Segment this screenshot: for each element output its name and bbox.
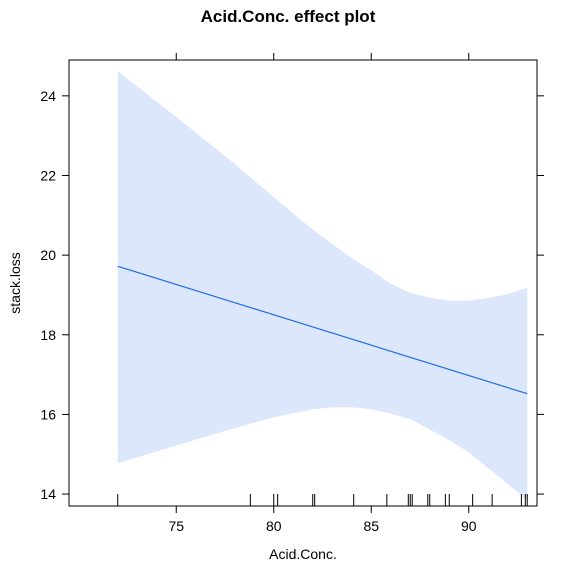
plot-panel-border xyxy=(68,59,538,507)
y-tick-label: 20 xyxy=(40,247,56,263)
x-tick-label: 80 xyxy=(266,518,282,534)
y-tick-label: 14 xyxy=(40,486,56,502)
confidence-band-layer xyxy=(117,71,528,501)
fit-line xyxy=(117,265,528,395)
y-tick-label: 22 xyxy=(40,167,56,183)
fit-line-layer xyxy=(117,265,528,395)
chart-title: Acid.Conc. effect plot xyxy=(201,7,376,26)
x-tick-label: 90 xyxy=(461,518,477,534)
rug-marks xyxy=(117,494,528,506)
x-tick-label: 75 xyxy=(168,518,184,534)
y-tick-label: 16 xyxy=(40,406,56,422)
y-axis: 14 16 18 20 22 24 xyxy=(40,88,544,502)
confidence-band xyxy=(117,71,528,501)
y-tick-label: 18 xyxy=(40,327,56,343)
x-tick-label: 85 xyxy=(363,518,379,534)
x-axis: 75 80 85 90 xyxy=(168,53,477,534)
y-tick-label: 24 xyxy=(40,88,56,104)
x-axis-label: Acid.Conc. xyxy=(269,546,337,562)
y-axis-label: stack.loss xyxy=(7,252,23,313)
